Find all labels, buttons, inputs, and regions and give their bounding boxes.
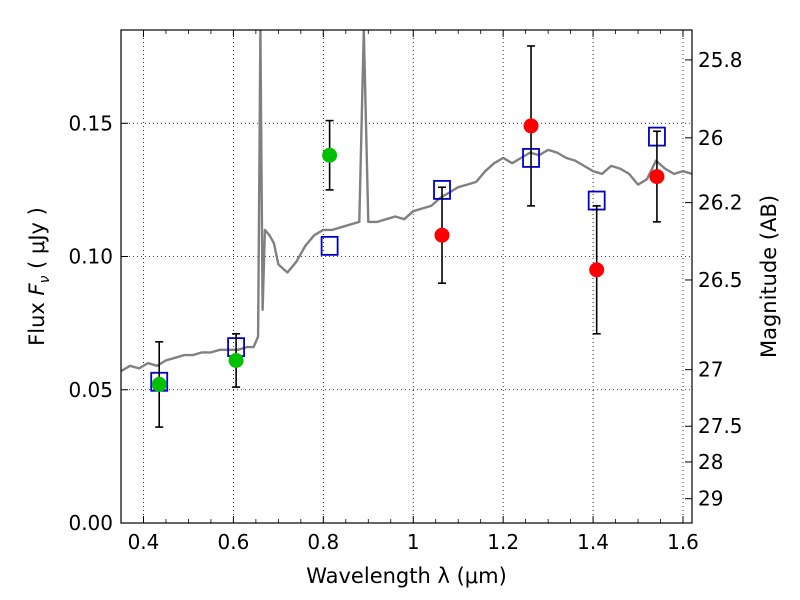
y2-tick-label: 26 (698, 126, 723, 150)
y2-tick-label: 25.8 (698, 48, 743, 72)
photometry-point (523, 118, 539, 134)
y2-axis-label: Magnitude (AB) (757, 195, 781, 358)
y-axis-label-post: ( μJy ) (25, 207, 49, 275)
data-markers (150, 45, 666, 428)
y-axis-label: Flux Fν ( μJy ) (25, 207, 53, 346)
x-tick-label: 0.6 (217, 530, 249, 554)
photometry-point (649, 169, 665, 185)
spectrum-series (121, 30, 692, 373)
y-axis-label-subscript: ν (37, 275, 53, 283)
y2-tick-label: 26.5 (698, 268, 743, 292)
photometry-point (434, 227, 450, 243)
y-axis-label-symbol: F (25, 283, 49, 296)
photometry-point (228, 352, 244, 368)
y-tick-label: 0.05 (68, 378, 113, 402)
spectrum-line (121, 30, 692, 373)
y2-tick-label: 27 (698, 358, 723, 382)
y2-tick-label: 26.2 (698, 191, 743, 215)
grid-lines (121, 30, 692, 524)
photometry-point (589, 262, 605, 278)
y-axis-label-pre: Flux (25, 296, 49, 346)
x-axis-label: Wavelength λ (μm) (306, 564, 507, 588)
x-axis: 0.4 0.6 0.8 1 1.2 1.4 1.6 (120, 30, 699, 554)
photometry-point (151, 376, 167, 392)
x-tick-label: 1.4 (577, 530, 609, 554)
photometry-point (322, 147, 338, 163)
x-tick-label: 1 (407, 530, 420, 554)
y-axis: 0.00 0.05 0.10 0.15 (68, 111, 128, 535)
y2-tick-label: 27.5 (698, 414, 743, 438)
y-tick-label: 0.00 (68, 511, 113, 535)
x-tick-label: 0.4 (128, 530, 160, 554)
y2-tick-label: 29 (698, 487, 723, 511)
y2-tick-label: 28 (698, 450, 723, 474)
y-tick-label: 0.15 (68, 111, 113, 135)
y-tick-label: 0.10 (68, 245, 113, 269)
x-tick-label: 1.2 (487, 530, 519, 554)
plot-frame (120, 29, 693, 524)
y2-axis: 25.8 26 26.2 26.5 27 27.5 28 29 (685, 48, 743, 511)
x-tick-label: 1.6 (667, 530, 699, 554)
model-square-marker (320, 235, 339, 256)
x-tick-label: 0.8 (307, 530, 339, 554)
